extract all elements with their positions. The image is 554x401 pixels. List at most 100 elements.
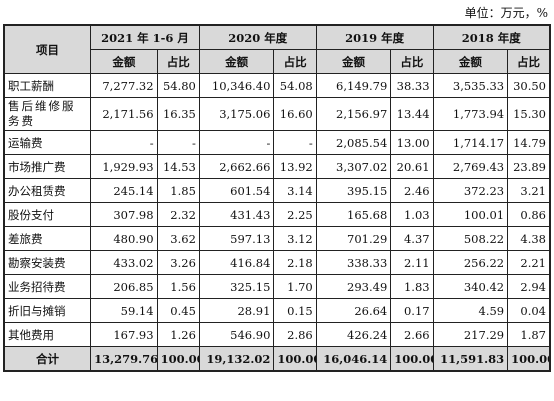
ratio-cell: 14.79 (507, 130, 551, 155)
amount-cell: 2,662.66 (198, 154, 275, 179)
unit-note: 单位：万元，% (464, 6, 548, 20)
amount-cell: 2,769.43 (432, 154, 509, 179)
expense-table: 项目 2021 年 1-6 月 2020 年度 2019 年度 2018 年度 … (3, 24, 551, 372)
amount-cell: 433.02 (90, 250, 158, 275)
row-label: 勘察安装费 (3, 250, 92, 275)
ratio-header: 占比 (273, 49, 317, 74)
amount-cell: 2,171.56 (90, 97, 158, 131)
table-row: 办公租赁费 245.14 1.85 601.54 3.14 395.15 2.46 372.2… (3, 178, 551, 203)
ratio-cell: 1.70 (273, 274, 317, 299)
table-row: 折旧与摊销 59.14 0.45 28.91 0.15 26.64 0.17 4.59 0.04 (3, 298, 551, 323)
ratio-cell: 14.53 (156, 154, 200, 179)
ratio-cell: 2.32 (156, 202, 200, 227)
ratio-cell: 0.86 (507, 202, 551, 227)
amount-cell: 10,346.40 (198, 73, 275, 98)
ratio-cell: 0.15 (273, 298, 317, 323)
ratio-cell: - (156, 130, 200, 155)
table-header: 项目 2021 年 1-6 月 2020 年度 2019 年度 2018 年度 … (3, 24, 551, 74)
amount-cell: 546.90 (198, 322, 275, 347)
ratio-cell: 23.89 (507, 154, 551, 179)
amount-cell: 416.84 (198, 250, 275, 275)
ratio-header: 占比 (507, 49, 551, 74)
amount-cell: 3,535.33 (432, 73, 509, 98)
row-label: 业务招待费 (3, 274, 92, 299)
amount-header: 金额 (432, 49, 509, 74)
amount-cell: - (90, 130, 158, 155)
table-row: 股份支付 307.98 2.32 431.43 2.25 165.68 1.03 100.01… (3, 202, 551, 227)
ratio-cell: 2.25 (273, 202, 317, 227)
table-row: 运输费 - - - -2,085.54 13.00 1,714.17 14.79 (3, 130, 551, 155)
row-label: 股份支付 (3, 202, 92, 227)
ratio-cell: 1.85 (156, 178, 200, 203)
amount-cell: 2,156.97 (315, 97, 392, 131)
amount-cell: 3,175.06 (198, 97, 275, 131)
amount-cell: 28.91 (198, 298, 275, 323)
amount-cell: 508.22 (432, 226, 509, 251)
amount-cell: 206.85 (90, 274, 158, 299)
ratio-cell: 2.18 (273, 250, 317, 275)
ratio-cell: 1.83 (390, 274, 434, 299)
ratio-cell: 30.50 (507, 73, 551, 98)
total-row: 合计13,279.76100.0019,132.02100.0016,046.1… (3, 346, 551, 372)
ratio-cell: 1.26 (156, 322, 200, 347)
ratio-cell: 3.21 (507, 178, 551, 203)
ratio-cell: - (273, 130, 317, 155)
ratio-cell: 2.46 (390, 178, 434, 203)
amount-cell: 307.98 (90, 202, 158, 227)
amount-cell: 256.22 (432, 250, 509, 275)
row-label: 合计 (3, 346, 92, 372)
amount-cell: 1,929.93 (90, 154, 158, 179)
amount-cell: 597.13 (198, 226, 275, 251)
ratio-cell: 54.08 (273, 73, 317, 98)
amount-cell: 217.29 (432, 322, 509, 347)
ratio-cell: 2.11 (390, 250, 434, 275)
ratio-cell: 2.86 (273, 322, 317, 347)
ratio-cell: 0.45 (156, 298, 200, 323)
table-row: 市场推广费 1,929.93 14.53 2,662.66 13.92 3,307.02 2… (3, 154, 551, 179)
amount-cell: 59.14 (90, 298, 158, 323)
amount-cell: 26.64 (315, 298, 392, 323)
row-label: 折旧与摊销 (3, 298, 92, 323)
ratio-cell: 16.35 (156, 97, 200, 131)
table-row: 业务招待费 206.85 1.56 325.15 1.70 293.49 1.83 340.4… (3, 274, 551, 299)
ratio-cell: 4.37 (390, 226, 434, 251)
amount-cell: - (198, 130, 275, 155)
amount-cell: 16,046.14 (315, 346, 392, 372)
amount-cell: 1,714.17 (432, 130, 509, 155)
ratio-header: 占比 (156, 49, 200, 74)
ratio-cell: 3.62 (156, 226, 200, 251)
ratio-cell: 15.30 (507, 97, 551, 131)
ratio-cell: 100.00 (507, 346, 551, 372)
ratio-cell: 16.60 (273, 97, 317, 131)
ratio-cell: 100.00 (156, 346, 200, 372)
ratio-cell: 0.17 (390, 298, 434, 323)
amount-cell: 601.54 (198, 178, 275, 203)
amount-cell: 340.42 (432, 274, 509, 299)
ratio-cell: 13.44 (390, 97, 434, 131)
amount-cell: 100.01 (432, 202, 509, 227)
ratio-cell: 1.03 (390, 202, 434, 227)
table-row: 差旅费 480.90 3.62 597.13 3.12 701.29 4.37 508.22 4… (3, 226, 551, 251)
amount-header: 金额 (315, 49, 392, 74)
row-label: 办公租赁费 (3, 178, 92, 203)
amount-cell: 701.29 (315, 226, 392, 251)
ratio-cell: 38.33 (390, 73, 434, 98)
amount-header: 金额 (90, 49, 158, 74)
amount-cell: 11,591.83 (432, 346, 509, 372)
ratio-cell: 0.04 (507, 298, 551, 323)
amount-cell: 6,149.79 (315, 73, 392, 98)
ratio-cell: 100.00 (390, 346, 434, 372)
ratio-cell: 13.92 (273, 154, 317, 179)
amount-cell: 167.93 (90, 322, 158, 347)
amount-header: 金额 (198, 49, 275, 74)
row-label: 售后维修服务费 (3, 97, 92, 131)
ratio-cell: 2.94 (507, 274, 551, 299)
ratio-cell: 100.00 (273, 346, 317, 372)
amount-cell: 245.14 (90, 178, 158, 203)
amount-cell: 165.68 (315, 202, 392, 227)
period-header: 2020 年度 (198, 24, 317, 50)
amount-cell: 19,132.02 (198, 346, 275, 372)
amount-cell: 1,773.94 (432, 97, 509, 131)
table-body: 职工薪酬 7,277.32 54.80 10,346.40 54.08 6,149.79 3… (3, 73, 551, 372)
row-label: 职工薪酬 (3, 73, 92, 98)
